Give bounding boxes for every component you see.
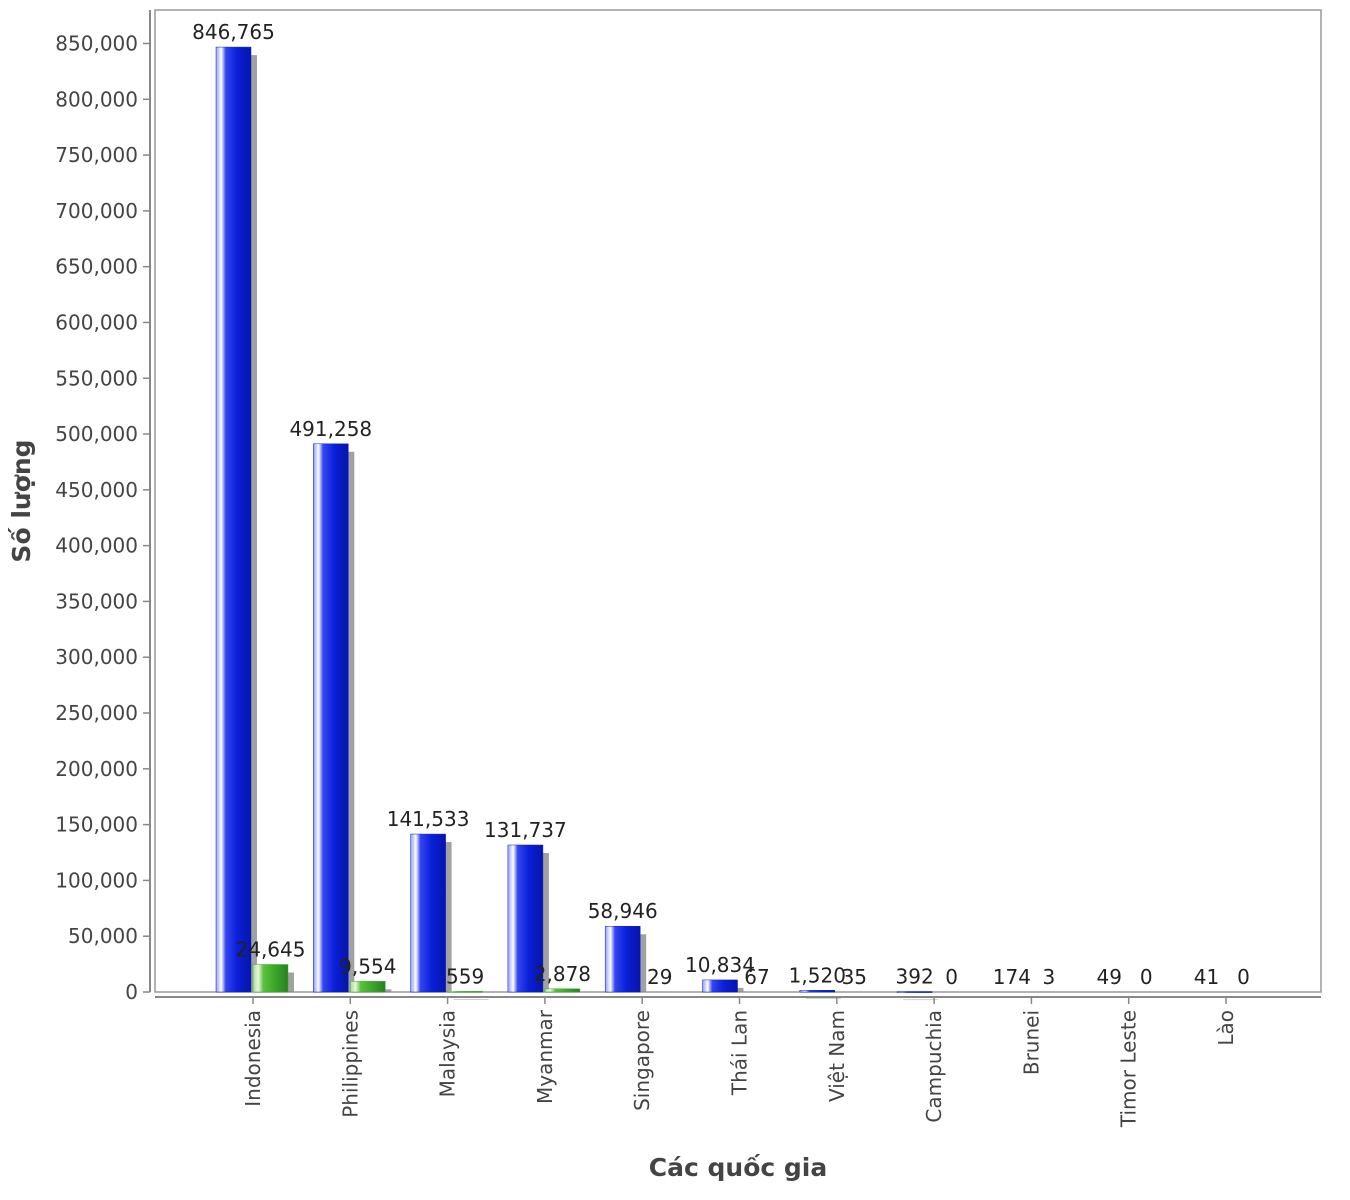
data-label: 29	[647, 965, 672, 989]
y-tick-label: 0	[125, 980, 138, 1004]
data-label: 559	[446, 964, 484, 988]
y-tick-label: 800,000	[55, 87, 138, 111]
bar-series-1	[702, 979, 738, 993]
category-label: Việt Nam	[825, 1010, 849, 1102]
bar-series-1	[313, 443, 349, 993]
data-label: 41	[1194, 965, 1219, 989]
data-label: 141,533	[387, 807, 470, 831]
bar-shadow	[903, 999, 939, 1001]
bar-shadow	[805, 998, 841, 999]
x-axis: Indonesia Philippines Malaysia Myanmar Singa…	[155, 996, 1321, 1128]
y-tick-label: 450,000	[55, 478, 138, 502]
bar-series-2	[350, 981, 386, 993]
bar-series-1	[799, 990, 836, 993]
bar-series-1	[604, 925, 641, 993]
bar-series-1	[410, 833, 446, 993]
y-tick-label: 850,000	[55, 31, 138, 55]
bar-series-2	[544, 988, 581, 993]
y-tick-label: 750,000	[55, 143, 138, 167]
data-label: 2,878	[534, 962, 591, 986]
data-label: 35	[842, 965, 867, 989]
y-tick-label: 500,000	[55, 422, 138, 446]
data-label: 846,765	[192, 20, 275, 44]
y-tick-label: 600,000	[55, 310, 138, 334]
bar-series-2	[447, 991, 483, 993]
category-label: Philippines	[338, 1010, 362, 1118]
y-tick-label: 650,000	[55, 255, 138, 279]
data-label: 9,554	[339, 954, 396, 978]
category-label: Indonesia	[241, 1010, 265, 1107]
data-label: 131,737	[484, 818, 567, 842]
data-label: 0	[1140, 965, 1153, 989]
data-label: 10,834	[685, 953, 755, 977]
data-label: 3	[1043, 965, 1056, 989]
bar-series-1	[896, 991, 933, 993]
category-label: Lào	[1214, 1010, 1238, 1046]
category-label: Myanmar	[533, 1009, 557, 1104]
bar-shadow	[550, 996, 586, 998]
y-tick-label: 200,000	[55, 757, 138, 781]
y-tick-label: 100,000	[55, 868, 138, 892]
bar-series-1	[507, 844, 544, 993]
data-label: 0	[945, 965, 958, 989]
category-label: Thái Lan	[728, 1010, 752, 1096]
bar-shadow	[453, 999, 489, 1000]
data-label: 491,258	[289, 417, 372, 441]
data-labels-group: 846,765 24,645 491,258 9,554 141,533 559 131,7…	[192, 20, 1250, 989]
bar-series-1	[215, 46, 252, 993]
x-axis-title: Các quốc gia	[649, 1153, 827, 1182]
data-label: 49	[1096, 965, 1121, 989]
data-label: 1,520	[789, 963, 846, 987]
y-tick-label: 350,000	[55, 589, 138, 613]
data-label: 0	[1237, 965, 1250, 989]
y-axis-title: Số lượng	[7, 439, 36, 562]
bars-group	[215, 46, 939, 1001]
y-tick-label: 550,000	[55, 366, 138, 390]
category-label: Malaysia	[436, 1010, 460, 1097]
category-label: Brunei	[1019, 1010, 1043, 1075]
data-label: 24,645	[236, 937, 306, 961]
category-label: Singapore	[630, 1010, 654, 1111]
y-tick-label: 700,000	[55, 199, 138, 223]
y-tick-label: 250,000	[55, 701, 138, 725]
category-label: Campuchia	[922, 1010, 946, 1123]
y-axis: 0 50,000 100,000 150,000 200,000 250,000 300,0…	[55, 10, 151, 1004]
bar-series-2	[252, 964, 289, 993]
data-label: 174	[993, 965, 1031, 989]
category-label: Timor Leste	[1117, 1010, 1141, 1128]
data-label: 67	[744, 965, 769, 989]
data-label: 392	[896, 965, 934, 989]
y-tick-label: 50,000	[68, 924, 138, 948]
y-tick-label: 150,000	[55, 813, 138, 837]
data-label: 58,946	[588, 899, 658, 923]
y-tick-label: 400,000	[55, 534, 138, 558]
y-tick-label: 300,000	[55, 645, 138, 669]
